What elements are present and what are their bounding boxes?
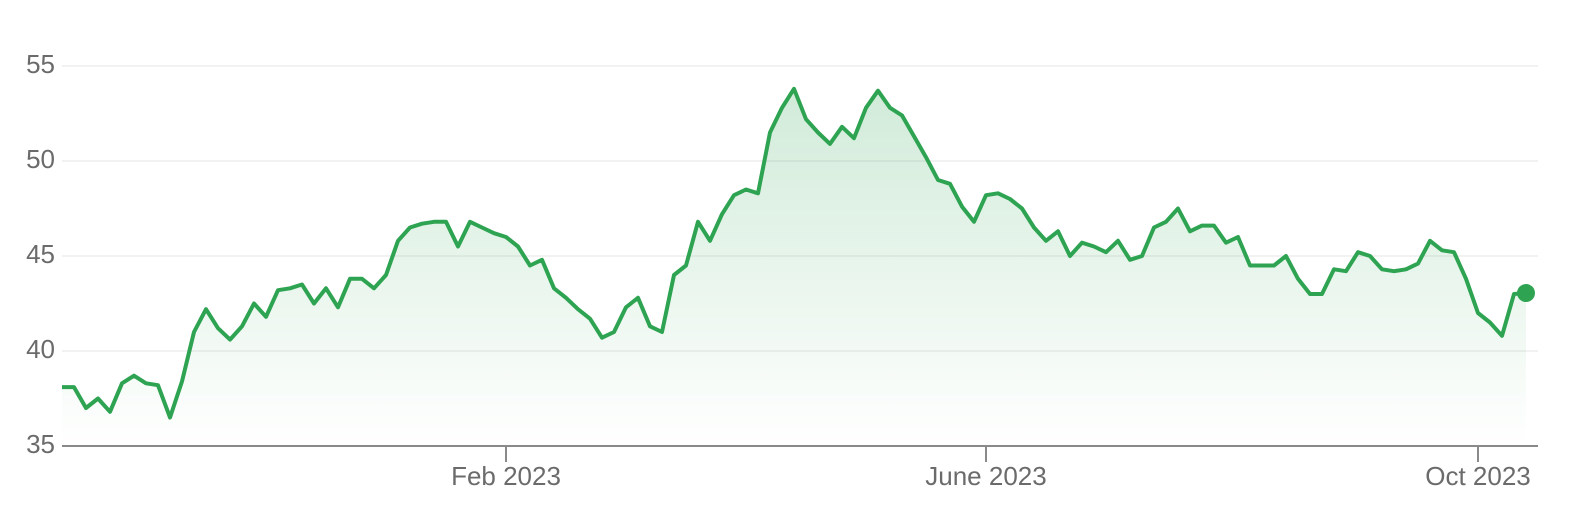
x-tick-label: Feb 2023 xyxy=(451,461,561,491)
x-tick-label: Oct 2023 xyxy=(1425,461,1531,491)
y-tick-label: 50 xyxy=(26,144,55,174)
y-tick-label: 55 xyxy=(26,49,55,79)
y-tick-label: 35 xyxy=(26,429,55,459)
last-point xyxy=(1517,284,1535,303)
area xyxy=(62,88,1526,447)
price-line xyxy=(62,86,1527,420)
x-tick-label: June 2023 xyxy=(925,461,1046,491)
y-tick-label: 45 xyxy=(26,239,55,269)
y-tick-label: 40 xyxy=(26,334,55,364)
